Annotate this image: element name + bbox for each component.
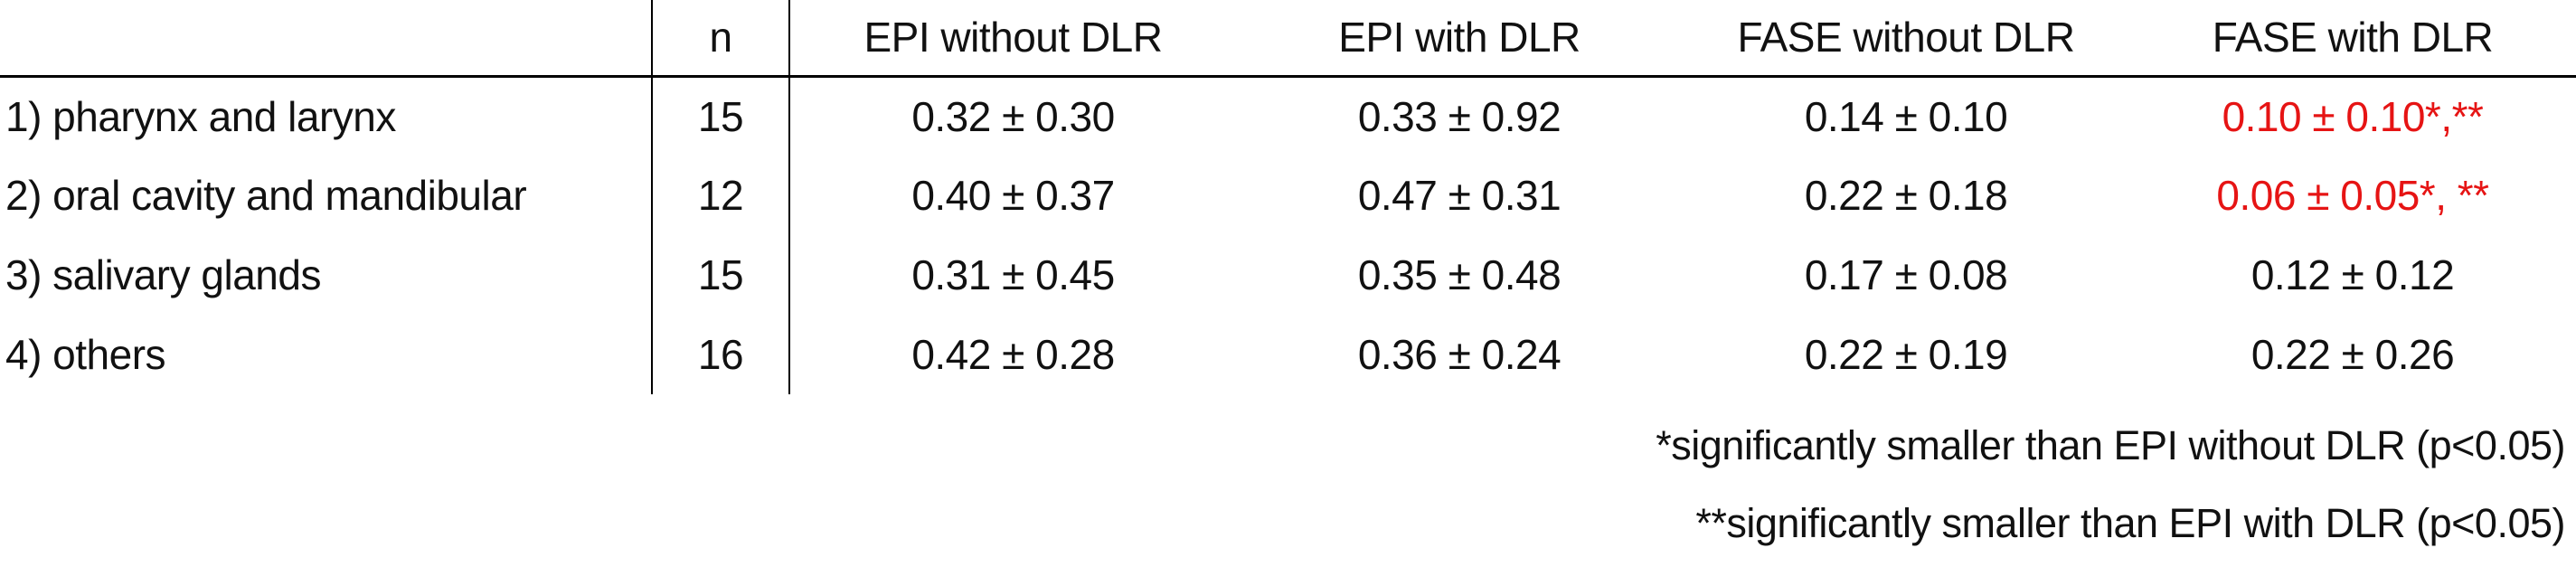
results-table: n EPI without DLR EPI with DLR FASE with… <box>0 0 2576 394</box>
value-epi-without-dlr: 0.32 ± 0.30 <box>911 92 1115 140</box>
table-row-oral-cavity-and-mandibular: 2) oral cavity and mandibular 12 0.40 ± … <box>0 156 2576 235</box>
row-label: 4) others <box>5 331 166 378</box>
header-n: n <box>651 0 790 78</box>
n-value: 16 <box>651 315 790 394</box>
header-fase-without-dlr: FASE without DLR <box>1683 0 2129 78</box>
row-label: 3) salivary glands <box>5 251 321 298</box>
table-row-others: 4) others 16 0.42 ± 0.28 0.36 ± 0.24 0.2… <box>0 315 2576 394</box>
table-row-salivary-glands: 3) salivary glands 15 0.31 ± 0.45 0.35 ±… <box>0 235 2576 315</box>
value-epi-with-dlr: 0.35 ± 0.48 <box>1357 251 1562 298</box>
header-empty <box>0 0 652 78</box>
value-epi-without-dlr: 0.31 ± 0.45 <box>911 251 1115 298</box>
value-fase-without-dlr: 0.14 ± 0.10 <box>1804 92 2008 140</box>
table-row-pharynx-and-larynx: 1) pharynx and larynx 15 0.32 ± 0.30 0.3… <box>0 76 2576 156</box>
header-epi-without-dlr: EPI without DLR <box>789 0 1236 78</box>
n-value: 15 <box>651 235 790 315</box>
value-epi-with-dlr: 0.36 ± 0.24 <box>1357 331 1562 378</box>
header-row: n EPI without DLR EPI with DLR FASE with… <box>0 0 2576 78</box>
value-fase-with-dlr-significant: 0.06 ± 0.05*, ** <box>2216 172 2489 219</box>
value-fase-without-dlr: 0.22 ± 0.19 <box>1804 331 2008 378</box>
footnotes: *significantly smaller than EPI without … <box>0 407 2565 562</box>
value-fase-without-dlr: 0.22 ± 0.18 <box>1804 172 2008 219</box>
n-value: 15 <box>651 76 790 156</box>
row-label: 2) oral cavity and mandibular <box>5 172 527 219</box>
row-label: 1) pharynx and larynx <box>5 92 396 140</box>
value-epi-with-dlr: 0.47 ± 0.31 <box>1357 172 1562 219</box>
value-fase-without-dlr: 0.17 ± 0.08 <box>1804 251 2008 298</box>
value-epi-without-dlr: 0.42 ± 0.28 <box>911 331 1115 378</box>
header-epi-with-dlr: EPI with DLR <box>1236 0 1683 78</box>
value-epi-with-dlr: 0.33 ± 0.92 <box>1357 92 1562 140</box>
value-fase-with-dlr: 0.22 ± 0.26 <box>2250 331 2455 378</box>
footnote-single-asterisk: *significantly smaller than EPI without … <box>1656 422 2565 468</box>
footnote-double-asterisk: **significantly smaller than EPI with DL… <box>1695 500 2565 546</box>
n-value: 12 <box>651 156 790 235</box>
value-fase-with-dlr-significant: 0.10 ± 0.10*,** <box>2222 92 2484 140</box>
header-fase-with-dlr: FASE with DLR <box>2129 0 2576 78</box>
value-epi-without-dlr: 0.40 ± 0.37 <box>911 172 1115 219</box>
value-fase-with-dlr: 0.12 ± 0.12 <box>2250 251 2455 298</box>
